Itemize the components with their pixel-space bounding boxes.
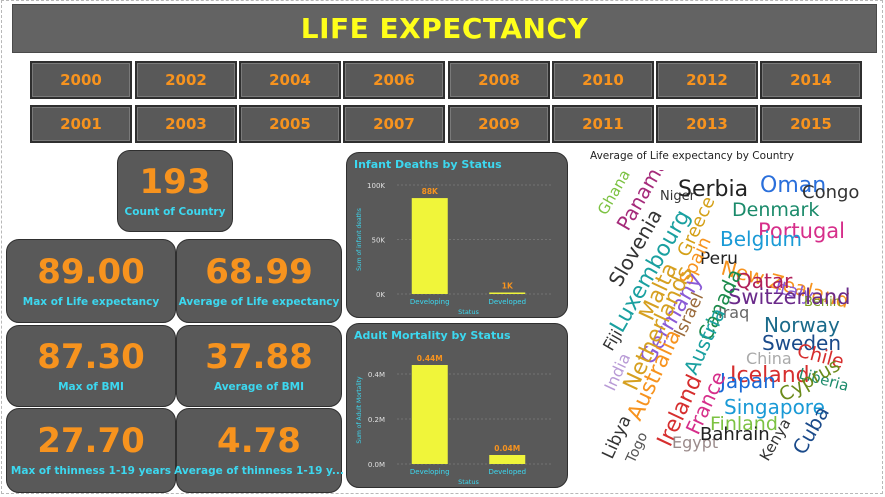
wordcloud-word: Niger (660, 189, 696, 204)
kpi-card-count-country: 193 Count of Country (117, 150, 233, 232)
wordcloud-title: Average of Life expectancy by Country (590, 150, 795, 162)
kpi-card-max-thinness: 27.70 Max of thinness 1-19 years (6, 408, 176, 493)
y-tick-label: 50K (372, 237, 386, 245)
bar (411, 198, 448, 294)
wordcloud-word: Denmark (732, 199, 819, 221)
chart-title: Adult Mortality by Status (354, 329, 511, 342)
x-tick-label: Developed (488, 468, 526, 476)
data-label: 0.04M (494, 444, 520, 453)
y-tick-label: 100K (367, 182, 385, 190)
kpi-label: Max of Life expectancy (22, 295, 160, 308)
year-button-2015[interactable]: 2015 (760, 105, 862, 143)
adult-mortality-chart-card: Adult Mortality by Status 0.0M 0.2M 0.4M Su… (346, 323, 568, 488)
wordcloud-word: Qatar (736, 269, 793, 293)
infant-deaths-chart-card: Infant Deaths by Status 0K 50K 100K Sum of … (346, 152, 568, 318)
year-button-2014[interactable]: 2014 (760, 61, 862, 99)
year-button-2000[interactable]: 2000 (30, 61, 132, 99)
y-axis-label: Sum of infant deaths (356, 208, 363, 271)
kpi-card-avg-life-expectancy: 68.99 Average of Life expectancy (176, 239, 342, 323)
kpi-label: Average of Life expectancy (178, 295, 340, 308)
wordcloud-word: Benin (804, 295, 841, 310)
page-title: LIFE EXPECTANCY (300, 12, 589, 45)
wordcloud-word: Bahrain (700, 424, 770, 445)
kpi-value: 89.00 (37, 251, 145, 292)
year-button-2006[interactable]: 2006 (343, 61, 445, 99)
x-tick-label: Developing (410, 468, 450, 476)
year-button-2010[interactable]: 2010 (552, 61, 654, 99)
data-label: 1K (502, 282, 514, 291)
year-button-2009[interactable]: 2009 (448, 105, 550, 143)
kpi-label: Average of BMI (213, 380, 305, 393)
wordcloud-word: Serbia (678, 177, 748, 202)
year-button-2013[interactable]: 2013 (656, 105, 758, 143)
wordcloud-word: Oman (760, 173, 826, 198)
data-label: 0.44M (417, 354, 443, 363)
wordcloud-word: Singapore (724, 395, 825, 419)
wordcloud-word: Finland (710, 413, 778, 435)
year-button-2007[interactable]: 2007 (343, 105, 445, 143)
infant-deaths-chart: 0K 50K 100K Sum of infant deaths 88K Developi… (356, 182, 552, 316)
year-button-2001[interactable]: 2001 (30, 105, 132, 143)
kpi-card-max-bmi: 87.30 Max of BMI (6, 325, 176, 407)
x-axis-label: Status (458, 308, 479, 316)
wordcloud-word: Sweden (762, 331, 841, 355)
kpi-label: Max of BMI (58, 380, 124, 393)
year-button-2008[interactable]: 2008 (448, 61, 550, 99)
x-axis-label: Status (458, 478, 479, 486)
year-button-2004[interactable]: 2004 (239, 61, 341, 99)
x-tick-label: Developing (410, 298, 450, 306)
wordcloud-word: Egypt (672, 433, 718, 452)
kpi-label: Max of thinness 1-19 years (10, 465, 172, 477)
wordcloud-word: Norway (764, 313, 840, 337)
kpi-value: 87.30 (37, 336, 145, 377)
adult-mortality-chart: 0.0M 0.2M 0.4M Sum of Adult Mortality 0.44M D… (356, 354, 552, 486)
wordcloud-word: Japan (718, 369, 776, 393)
wordcloud-word: Portugal (758, 219, 845, 243)
bar (489, 455, 526, 464)
data-label: 88K (422, 187, 439, 196)
title-banner: LIFE EXPECTANCY (12, 4, 877, 53)
wordcloud-word: Belgium (720, 227, 802, 251)
wordcloud-word: Congo (802, 182, 859, 203)
kpi-card-avg-bmi: 37.88 Average of BMI (176, 325, 342, 407)
kpi-label: Average of thinness 1-19 y... (174, 465, 344, 477)
year-button-2011[interactable]: 2011 (552, 105, 654, 143)
kpi-value: 4.78 (217, 421, 301, 461)
kpi-value: 68.99 (205, 251, 313, 292)
bar (411, 365, 448, 464)
year-button-2002[interactable]: 2002 (135, 61, 237, 99)
y-tick-label: 0.0M (368, 461, 385, 469)
year-button-2005[interactable]: 2005 (239, 105, 341, 143)
y-tick-label: 0.2M (368, 416, 385, 424)
x-tick-label: Developed (488, 298, 526, 306)
kpi-value: 193 (139, 161, 211, 202)
kpi-value: 27.70 (37, 421, 145, 461)
y-tick-label: 0K (376, 291, 385, 299)
y-axis-label: Sum of Adult Mortality (356, 376, 363, 444)
kpi-card-max-life-expectancy: 89.00 Max of Life expectancy (6, 239, 176, 323)
wordcloud-word: Iraq (718, 303, 749, 322)
kpi-card-avg-thinness: 4.78 Average of thinness 1-19 y... (174, 408, 344, 493)
wordcloud-word: Peru (700, 249, 738, 269)
wordcloud-word: Iceland (730, 363, 810, 388)
year-button-2003[interactable]: 2003 (135, 105, 237, 143)
chart-title: Infant Deaths by Status (354, 158, 502, 171)
year-button-2012[interactable]: 2012 (656, 61, 758, 99)
wordcloud-word: China (746, 349, 792, 368)
kpi-value: 37.88 (205, 336, 313, 377)
bar (489, 292, 526, 294)
wordcloud-word: Switzerland (728, 285, 851, 309)
y-tick-label: 0.4M (368, 371, 385, 379)
kpi-label: Count of Country (124, 205, 226, 218)
